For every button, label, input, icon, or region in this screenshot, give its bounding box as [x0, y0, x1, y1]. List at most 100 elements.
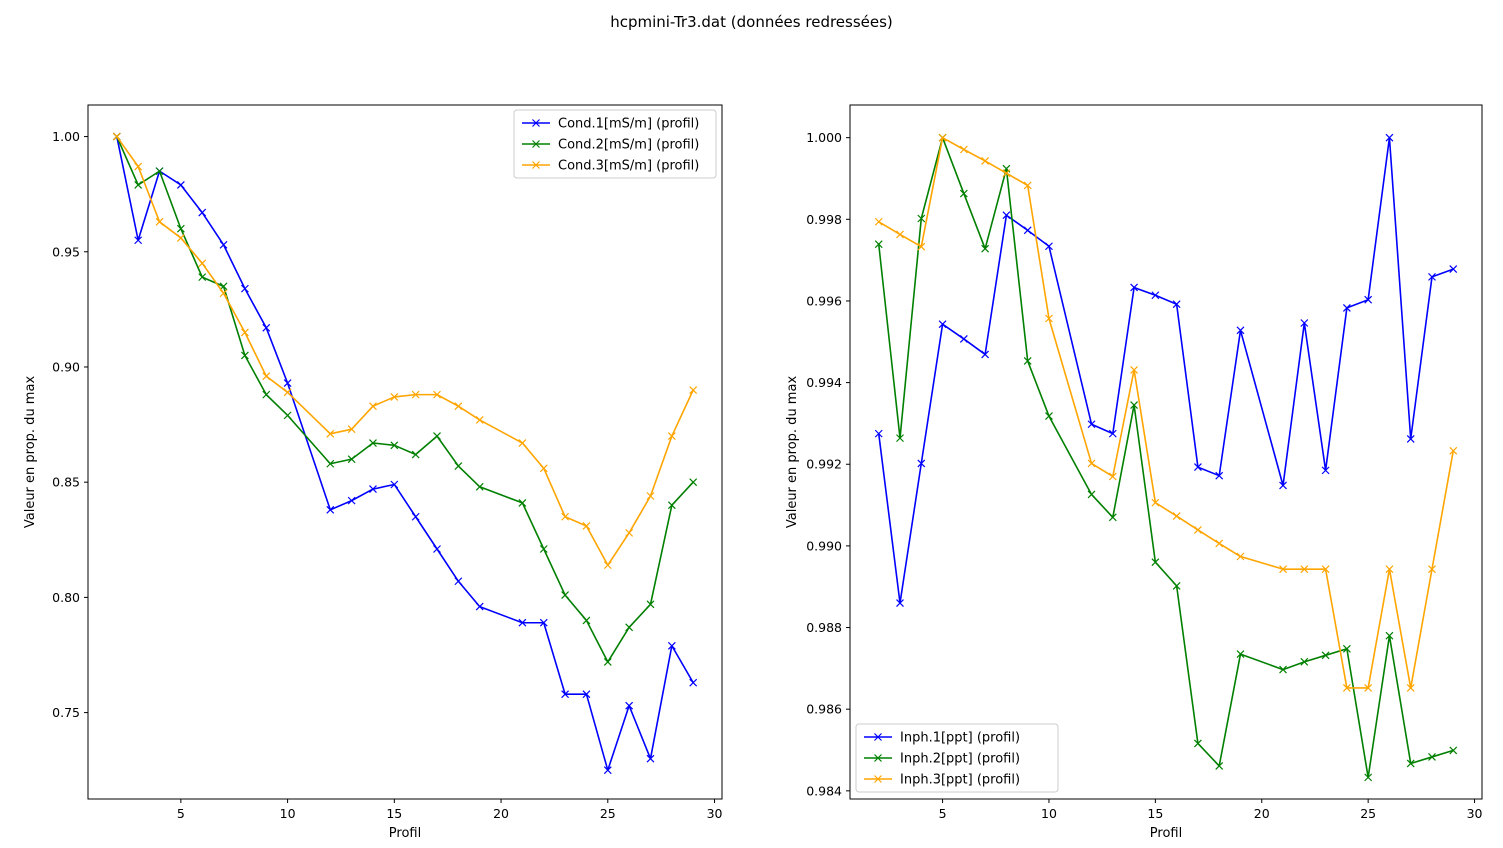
y-axis-label: Valeur en prop. du max [785, 376, 800, 529]
plot-frame [849, 104, 1483, 800]
data-point [1449, 446, 1458, 455]
data-point [1215, 762, 1224, 770]
data-point [198, 208, 207, 217]
data-point [411, 390, 420, 399]
data-point [561, 591, 570, 600]
data-point [1236, 326, 1245, 335]
x-tick-label: 15 [386, 806, 402, 821]
x-axis-label: Profil [1150, 826, 1182, 841]
data-point [917, 214, 926, 223]
data-point [1023, 226, 1032, 235]
legend-label-1: Cond.1[mS/m] (profil) [558, 117, 699, 132]
data-point [917, 242, 926, 251]
data-point [454, 402, 463, 411]
data-point [667, 432, 676, 441]
data-point [347, 425, 356, 434]
y-tick-label: 0.994 [806, 375, 842, 390]
x-tick-label: 15 [1147, 806, 1163, 821]
legend-marker-1 [532, 119, 540, 127]
data-point [896, 230, 904, 239]
y-tick-label: 0.90 [52, 359, 80, 374]
data-point [667, 641, 676, 650]
data-point [981, 244, 990, 253]
data-point [1449, 265, 1458, 274]
data-point [326, 429, 335, 438]
data-point [134, 236, 143, 245]
data-point [240, 284, 249, 293]
legend-label-3: Inph.3[ppt] (profil) [900, 773, 1020, 788]
data-point [874, 429, 883, 438]
data-point [1108, 513, 1117, 522]
data-point [1045, 242, 1053, 251]
y-tick-label: 0.984 [806, 783, 842, 798]
figure-suptitle: hcpmini-Tr3.dat (données redressées) [610, 13, 893, 31]
data-point [347, 496, 356, 505]
data-point [582, 690, 591, 699]
data-point [262, 372, 271, 381]
data-point [1342, 644, 1351, 653]
data-point [981, 157, 990, 165]
x-tick-label: 10 [1041, 806, 1057, 821]
data-point [1108, 472, 1117, 481]
data-point [369, 402, 377, 411]
data-point [134, 181, 143, 189]
data-point [1023, 181, 1032, 190]
legend-marker-2 [532, 140, 540, 148]
y-axis-label: Valeur en prop. du max [23, 376, 38, 529]
data-point [603, 561, 612, 570]
data-point [1172, 300, 1181, 309]
data-point [625, 701, 634, 710]
data-point [390, 480, 399, 489]
data-point [369, 485, 377, 494]
data-point [625, 528, 634, 537]
data-point [219, 240, 228, 249]
data-point [874, 217, 883, 226]
data-point [938, 320, 947, 329]
data-point [326, 505, 335, 514]
x-tick-label: 30 [707, 806, 723, 821]
data-point [1087, 420, 1096, 429]
data-point [433, 390, 441, 399]
data-point [1300, 319, 1309, 327]
data-point [1215, 471, 1224, 480]
legend-box [513, 109, 717, 179]
y-tick-label: 0.992 [806, 457, 842, 472]
data-point [603, 766, 612, 775]
data-point [539, 618, 548, 627]
legend-marker-3 [874, 775, 882, 783]
data-point [518, 618, 527, 627]
legend-marker-1 [874, 733, 882, 741]
series-line-1 [877, 136, 1454, 604]
data-point [1002, 211, 1011, 220]
right-chart-inph: 5 10 15 20 25 30 0.984 0.986 0.988 0.990 0.992 0.99… [785, 104, 1483, 841]
data-point [1342, 684, 1351, 692]
legend-box [855, 723, 1059, 793]
legend-label-3: Cond.3[mS/m] (profil) [558, 159, 699, 174]
data-point [369, 439, 377, 447]
data-point [646, 754, 655, 763]
x-tick-label: 10 [280, 806, 296, 821]
plot-frame [87, 104, 723, 800]
series-line-2 [116, 136, 694, 663]
data-point [1321, 466, 1330, 475]
y-tick-label: 0.988 [806, 620, 842, 635]
data-point [917, 459, 926, 468]
data-point [1364, 773, 1373, 782]
data-point [1045, 314, 1053, 323]
data-point [176, 224, 185, 233]
data-point [1151, 498, 1160, 507]
data-point [1002, 169, 1011, 178]
data-point [1406, 759, 1415, 768]
data-point [603, 657, 612, 666]
x-tick-label: 30 [1467, 806, 1483, 821]
data-point [625, 623, 634, 632]
data-point [1130, 401, 1139, 409]
legend-marker-3 [532, 161, 540, 169]
data-point [1172, 512, 1181, 521]
data-point [1321, 651, 1330, 660]
y-tick-label: 0.996 [806, 293, 842, 308]
data-point [981, 350, 990, 359]
data-point [959, 145, 968, 154]
x-tick-label: 25 [600, 806, 616, 821]
y-tick-label: 0.80 [52, 590, 80, 605]
